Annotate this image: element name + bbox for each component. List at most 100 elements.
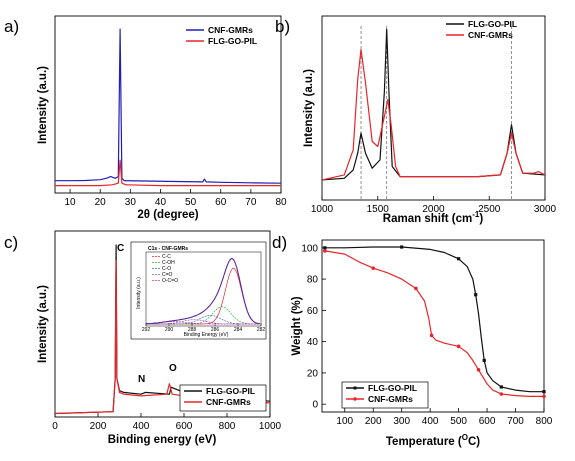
inset-xlabel: Binding Energy (eV) (184, 332, 229, 338)
panel-c-label: c) (4, 233, 18, 252)
panel-b-ylabel: Intensity (a.u.) (303, 69, 315, 147)
panel-d-xtick-label-0: 100 (336, 416, 353, 427)
panel-a-series-line-0 (55, 28, 282, 184)
panel-a-series-line-1 (55, 159, 281, 187)
panel-c-legend-label-1: CNF-GMRs (206, 397, 251, 407)
panel-a-legend-label-0: CNF-GMRs (208, 25, 253, 35)
inset-ylabel: Intensity (a.u.) (136, 277, 142, 309)
inset-legend-label-4: O-C=O (162, 278, 178, 284)
panel-d-xlabel-sup: O (462, 433, 468, 442)
panel-d-xtick-label-5: 600 (479, 416, 496, 427)
panel-a-xtick-label-2: 30 (125, 197, 137, 208)
panel-b-xlabel: Raman shift (cm-1) (383, 210, 484, 225)
panel-a-frame (54, 15, 282, 194)
panel-b-xtick-label-3: 2500 (478, 204, 501, 215)
panel-a-label: a) (4, 17, 19, 36)
panel-d-ytick-label-1: 20 (307, 368, 319, 379)
panel-b-xtick-label-1: 1500 (367, 204, 390, 215)
panel-d-marker (542, 394, 546, 399)
panel-d-legend-marker (353, 397, 357, 401)
inset-xtick-label-0: 292 (142, 327, 151, 333)
panel-b-xlabel-end: ) (479, 213, 483, 225)
panel-d-ylabel: Weight (%) (291, 296, 303, 355)
panel-d-xlabel-main: Temperature ( (386, 436, 462, 448)
panel-d-series-line-1 (324, 250, 544, 397)
panel-d-legend-marker (353, 386, 357, 390)
inset-xtick-label-5: 282 (257, 327, 266, 333)
panel-d-xtick-label-3: 400 (422, 416, 439, 427)
panel-d-marker (499, 392, 504, 396)
panel-b-xtick-label-4: 3000 (534, 204, 557, 215)
inset-legend-label-2: C-O (162, 266, 171, 272)
peak-label-n: N (138, 374, 145, 385)
panel-c-frame (54, 230, 271, 418)
panel-d-ytick-label-2: 40 (307, 337, 319, 348)
panel-d-marker (474, 293, 478, 297)
panel-d-marker (371, 266, 376, 270)
panel-c-xtick-label-3: 600 (176, 421, 193, 432)
panel-d-marker (429, 333, 434, 338)
panel-d-marker (414, 286, 418, 291)
panel-c-legend-label-0: FLG-GO-PIL (206, 386, 255, 396)
panel-d-marker (400, 245, 404, 249)
panel-d-marker (323, 249, 327, 253)
panel-d-series-line-0 (324, 246, 544, 393)
panel-d-xtick-label-7: 800 (536, 416, 553, 427)
inset-component-curve-3 (146, 319, 260, 325)
panel-a-xtick-label-7: 80 (275, 197, 287, 208)
xps-inset: C1s - CNF-GMRs Intensity (a.u.) Binding … (130, 241, 267, 340)
panel-a-xtick-label-1: 20 (95, 197, 107, 208)
panel-b-legend-label-1: CNF-GMRs (468, 30, 513, 40)
panel-c-xtick-label-5: 1000 (259, 421, 282, 432)
panel-c-xtick-label-0: 0 (52, 421, 58, 432)
panel-d-marker (476, 367, 481, 372)
inset-frame (130, 241, 267, 340)
panel-a-xtick-label-0: 10 (65, 197, 77, 208)
panel-b-xlabel-main: Raman shift (cm (383, 213, 472, 225)
inset-title: C1s - CNF-GMRs (148, 246, 188, 252)
panel-d-ytick-label-4: 80 (307, 275, 319, 286)
panel-a-xtick-label-6: 70 (245, 197, 257, 208)
panel-d-marker (456, 344, 461, 349)
panel-d-marker (499, 385, 503, 389)
panel-b-legend-label-0: FLG-GO-PIL (468, 19, 517, 29)
panel-d-ytick-label-3: 60 (307, 306, 319, 317)
panel-a-xtick-label-3: 40 (155, 197, 167, 208)
panel-c-xlabel: Binding energy (eV) (108, 434, 217, 446)
inset-envelope-curve (145, 258, 260, 325)
panel-c-xtick-label-2: 400 (133, 421, 150, 432)
panel-d-marker (542, 390, 546, 394)
panel-d-marker (457, 257, 461, 261)
panel-d-legend-label-0: FLG-GO-PIL (368, 383, 417, 393)
panel-a-ylabel: Intensity (a.u.) (37, 66, 49, 144)
peak-label-c: C (117, 243, 124, 254)
panel-a-xtick-label-4: 50 (185, 197, 197, 208)
panel-d-xlabel-end: C) (468, 436, 480, 448)
inset-xtick-label-1: 290 (165, 327, 174, 333)
panel-b-xlabel-sup: -1 (472, 210, 480, 219)
chart-layer: 10 20 30 40 50 60 70 80 1000 1500 2000 2500 3000 0 200… (52, 19, 556, 432)
panel-d-xlabel: Temperature (OC) (386, 433, 480, 448)
panel-d-frame (321, 239, 545, 413)
panel-b-xtick-label-2: 2000 (422, 204, 445, 215)
inset-curves (145, 258, 260, 325)
inset-xtick-label-4: 284 (234, 327, 243, 333)
panel-d-xtick-label-1: 200 (365, 416, 382, 427)
panel-a-xtick-label-5: 60 (215, 197, 227, 208)
inset-legend-label-0: C-C (162, 254, 171, 260)
panel-c-xtick-label-1: 200 (90, 421, 107, 432)
panel-d-marker (323, 246, 327, 250)
inset-legend-label-3: C=O (162, 272, 173, 278)
panel-a-xlabel: 2θ (degree) (137, 209, 198, 221)
inset-legend-label-1: C-OH (162, 260, 175, 266)
panel-b-series-line-1 (321, 48, 546, 181)
panel-a-legend-label-1: FLG-GO-PIL (208, 36, 257, 46)
panel-d-xtick-label-4: 500 (450, 416, 467, 427)
inset-legend: C-CC-OHC-OC=OO-C=O (152, 254, 178, 284)
panel-d-marker (482, 358, 486, 362)
peak-label-o: O (169, 363, 177, 374)
panel-d-xtick-label-6: 700 (507, 416, 524, 427)
panel-d-ytick-label-5: 100 (301, 243, 318, 254)
panel-b-label: b) (275, 17, 290, 36)
